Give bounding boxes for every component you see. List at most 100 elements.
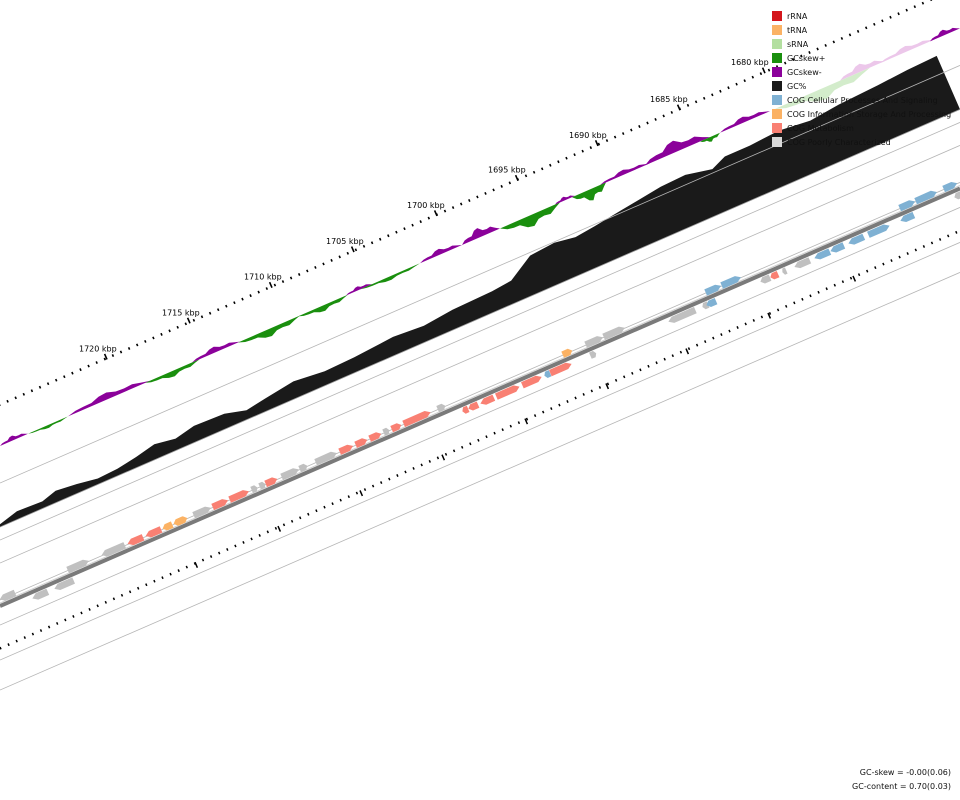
minor-tick: [751, 75, 755, 79]
kbp-label: 1705 kbp: [326, 237, 364, 246]
minor-tick: [71, 371, 74, 375]
minor-tick: [370, 241, 374, 245]
minor-tick: [127, 347, 131, 350]
gene-arrow: [549, 362, 572, 377]
kbp-label: 1680 kbp: [731, 58, 769, 67]
minor-tick: [290, 519, 294, 523]
minor-tick: [670, 110, 674, 114]
major-tick: [767, 312, 772, 319]
gc-skew-bump: [645, 136, 710, 166]
gc-skew-bump: [555, 195, 575, 205]
minor-tick: [15, 639, 18, 643]
minor-tick: [161, 576, 164, 580]
minor-tick: [630, 128, 633, 132]
minor-tick: [338, 255, 341, 259]
minor-tick: [930, 0, 933, 2]
gene-arrow: [480, 394, 496, 405]
gc-skew-bump: [930, 27, 960, 42]
minor-tick: [694, 100, 698, 104]
gene-arrow: [258, 481, 266, 490]
gene-arrow: [211, 499, 228, 511]
minor-tick: [72, 614, 75, 618]
gene-arrow: [162, 521, 174, 531]
gc-content-area: [0, 55, 960, 527]
gene-arrow: [462, 405, 470, 414]
minor-tick: [866, 269, 869, 273]
gene-arrow: [704, 284, 721, 296]
minor-tick: [500, 184, 503, 188]
minor-tick: [330, 258, 333, 262]
minor-tick: [679, 350, 683, 354]
minor-tick: [322, 262, 325, 266]
minor-tick: [404, 470, 407, 474]
minor-tick: [39, 629, 43, 632]
legend-label: GC%: [787, 81, 807, 91]
guide-line: [0, 242, 960, 661]
minor-tick: [411, 223, 414, 227]
legend-item-gcskew-plus: GCskew+: [772, 51, 951, 65]
minor-tick: [30, 389, 34, 393]
minor-tick: [63, 375, 66, 379]
minor-tick: [176, 325, 179, 329]
minor-tick: [938, 237, 942, 241]
major-tick: [605, 383, 610, 390]
gene-arrow: [561, 348, 573, 358]
legend-item-gcskew-minus: GCskew-: [772, 65, 951, 79]
legend-swatch: [772, 67, 782, 77]
minor-tick: [282, 523, 286, 527]
minor-tick: [825, 287, 828, 291]
minor-tick: [266, 530, 269, 534]
minor-tick: [832, 40, 836, 44]
minor-tick: [419, 220, 422, 224]
minor-tick: [760, 315, 764, 319]
backbone-line: [0, 186, 960, 608]
minor-tick: [767, 68, 771, 72]
minor-tick: [743, 79, 746, 83]
minor-tick: [299, 516, 302, 520]
gene-arrow: [668, 306, 697, 323]
minor-tick: [550, 407, 553, 410]
gene-arrow: [32, 588, 50, 600]
minor-tick: [744, 322, 747, 326]
minor-tick: [184, 322, 188, 326]
gc-skew-bump: [720, 111, 770, 133]
minor-tick: [484, 191, 487, 195]
minor-tick: [451, 206, 455, 210]
minor-tick: [728, 329, 731, 333]
guide-line: [0, 207, 960, 626]
gene-arrow: [54, 577, 75, 590]
minor-tick: [208, 311, 212, 315]
gene-arrow: [228, 490, 249, 503]
major-tick: [676, 104, 681, 111]
minor-tick: [461, 445, 464, 449]
minor-tick: [557, 160, 560, 164]
gc-skew-bump: [0, 433, 28, 446]
gc-content-stat: GC-content = 0.70(0.03): [852, 782, 951, 791]
minor-tick: [265, 287, 269, 291]
minor-tick: [711, 93, 714, 97]
gene-arrow: [66, 559, 89, 574]
gene-arrow: [706, 298, 718, 307]
gene-arrow: [954, 191, 960, 200]
minor-tick: [6, 399, 9, 403]
minor-tick: [889, 15, 892, 19]
minor-tick: [558, 403, 561, 407]
minor-tick: [234, 544, 237, 548]
minor-tick: [623, 375, 626, 379]
minor-tick: [371, 484, 375, 488]
minor-tick: [532, 170, 536, 174]
minor-tick: [403, 227, 406, 231]
legend-swatch: [772, 109, 782, 119]
minor-tick: [631, 371, 634, 375]
legend-swatch: [772, 39, 782, 49]
gc-skew-bump: [28, 416, 68, 434]
minor-tick: [354, 248, 358, 252]
minor-tick: [145, 583, 148, 587]
gene-arrow: [702, 301, 710, 310]
minor-tick: [833, 283, 836, 287]
kbp-label: 1700 kbp: [407, 201, 445, 210]
minor-tick: [250, 537, 253, 541]
minor-tick: [95, 361, 98, 365]
minor-tick: [800, 54, 803, 58]
